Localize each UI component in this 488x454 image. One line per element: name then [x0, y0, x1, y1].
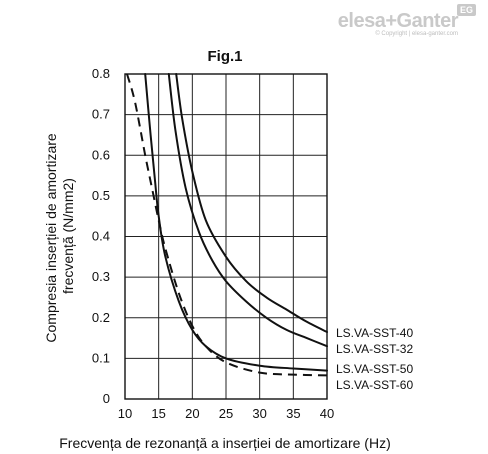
brand-block: elesa+Ganter EG © Copyright | elesa-gant… — [337, 4, 476, 37]
y-axis-label-line-1: Compresia inserției de amortizare — [43, 133, 59, 343]
series-line-2 — [144, 73, 328, 372]
series-line-1 — [167, 73, 328, 348]
plot-frame — [124, 73, 328, 400]
y-axis-label-line-2: frecvență (N/mm2) — [60, 178, 76, 294]
x-tick-labels: 10 15 20 25 30 35 40 — [118, 406, 334, 421]
y-tick-label: 0.2 — [92, 310, 110, 325]
curves — [126, 73, 328, 377]
brand-logo: elesa+Ganter — [337, 10, 459, 32]
series-line-3 — [126, 73, 328, 377]
y-tick-label: 0.8 — [92, 66, 110, 81]
brand-badge: EG — [456, 4, 476, 16]
x-tick-label: 40 — [320, 406, 334, 421]
y-tick-labels: 0 0.1 0.2 0.3 0.4 0.5 0.6 0.7 0.8 — [92, 66, 110, 406]
x-tick-label: 30 — [252, 406, 266, 421]
y-tick-label: 0 — [103, 391, 110, 406]
y-tick-label: 0.7 — [92, 107, 110, 122]
y-axis-label: Compresia inserției de amortizare frecve… — [43, 129, 76, 342]
chart-title: Fig.1 — [207, 48, 242, 65]
y-tick-label: 0.5 — [92, 188, 110, 203]
legend-label: LS.VA-SST-32 — [336, 342, 413, 356]
x-tick-label: 20 — [185, 406, 199, 421]
brand-copyright: © Copyright | elesa-ganter.com — [375, 31, 458, 37]
grid — [125, 74, 327, 399]
y-tick-label: 0.1 — [92, 350, 110, 365]
legend-label: LS.VA-SST-40 — [336, 326, 413, 340]
y-tick-label: 0.4 — [92, 229, 110, 244]
x-tick-label: 15 — [151, 406, 165, 421]
legend-label: LS.VA-SST-50 — [336, 362, 413, 376]
legend-label: LS.VA-SST-60 — [336, 378, 413, 392]
legend: LS.VA-SST-40 LS.VA-SST-32 LS.VA-SST-50 LS.V… — [336, 326, 413, 392]
plot-border — [124, 73, 328, 400]
y-tick-label: 0.3 — [92, 269, 110, 284]
x-tick-label: 25 — [219, 406, 233, 421]
y-tick-label: 0.6 — [92, 147, 110, 162]
x-axis-label: Frecvența de rezonanță a inserției de am… — [59, 435, 390, 451]
series-line-0 — [175, 73, 328, 333]
x-tick-label: 35 — [286, 406, 300, 421]
x-tick-label: 10 — [118, 406, 132, 421]
